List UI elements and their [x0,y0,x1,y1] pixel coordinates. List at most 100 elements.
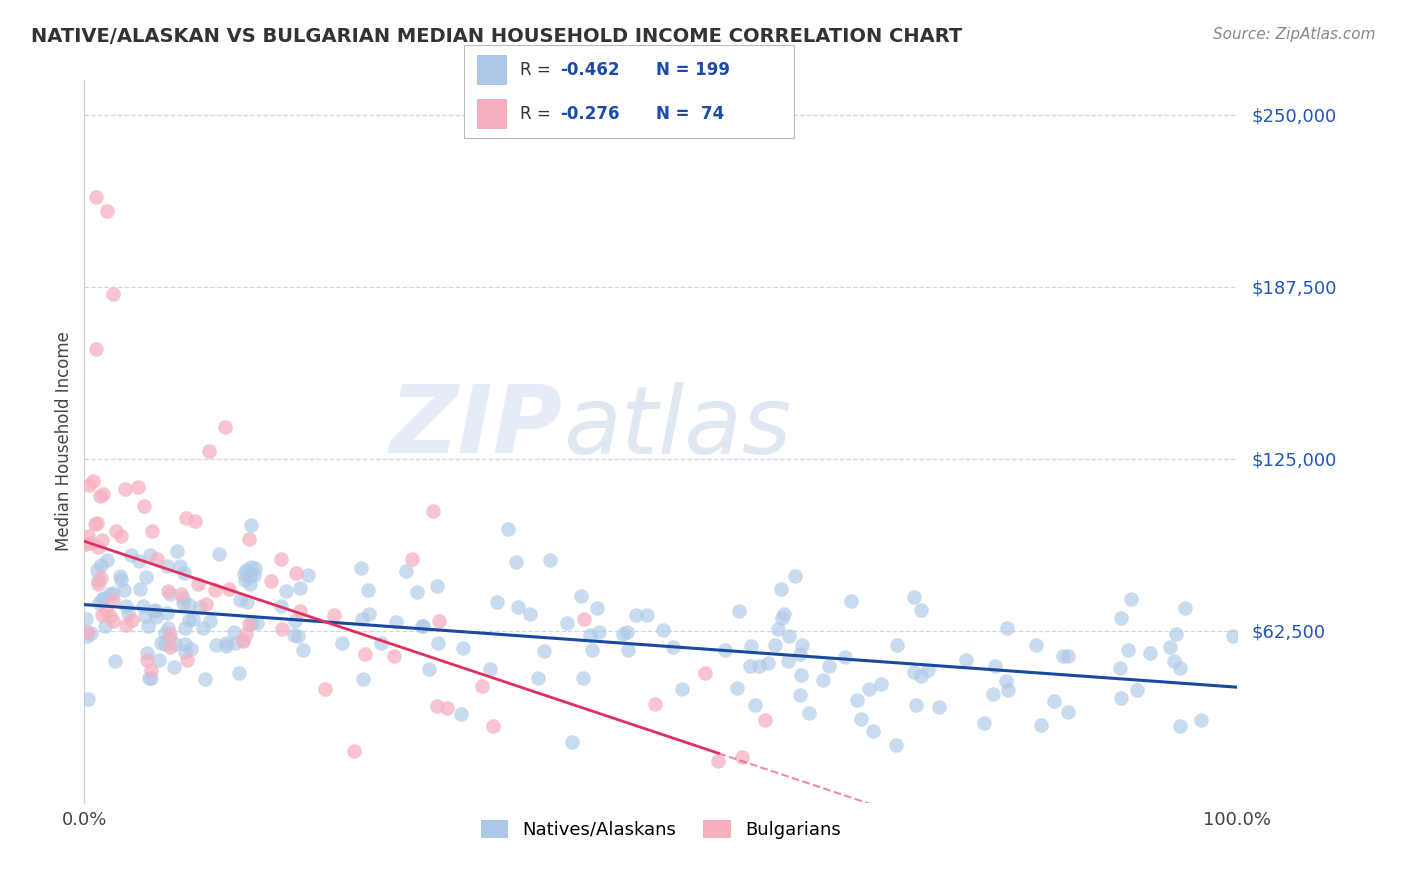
Point [89,489,111,503]
Point [139,548,162,562]
Point [778,629,800,643]
Point [77,691,100,706]
Point [418,662,440,676]
Point [163,637,186,651]
Point [86,516,108,530]
Point [789,647,811,661]
Y-axis label: Median Household Income: Median Household Income [55,332,73,551]
Point [188,599,211,614]
Point [157,631,180,645]
Point [713,642,735,657]
Point [790,667,813,681]
Text: R =: R = [520,61,557,78]
Point [232,634,254,648]
Point [240,517,263,532]
Point [1163,654,1185,668]
Point [96,204,118,219]
Point [903,665,925,680]
Point [370,636,392,650]
Point [174,621,197,635]
Point [636,607,658,622]
Point [768,623,790,637]
Point [384,615,406,630]
Point [238,533,260,547]
Point [1116,643,1139,657]
Point [352,673,374,687]
Point [135,646,157,660]
Point [1222,629,1244,643]
Point [1189,713,1212,727]
Point [571,590,593,604]
Point [205,638,228,652]
Point [84,342,107,356]
Point [198,444,221,458]
Point [790,639,813,653]
Point [87,573,110,587]
Point [773,607,796,621]
Point [763,638,786,652]
Point [101,592,124,607]
Point [581,643,603,657]
Point [382,648,405,663]
Point [143,604,166,618]
Point [79,536,101,550]
Point [799,706,821,720]
Point [662,640,685,655]
Text: atlas: atlas [562,382,792,473]
Point [228,665,250,680]
Point [862,724,884,739]
Point [910,602,932,616]
Point [287,629,309,643]
Point [198,614,221,628]
Point [274,584,297,599]
Point [87,596,110,610]
Point [651,623,673,637]
Point [139,663,162,677]
Point [82,475,104,489]
Point [995,673,1018,688]
Point [426,579,449,593]
Point [245,561,267,575]
Point [1043,694,1066,708]
Point [180,641,202,656]
Point [284,614,307,628]
Point [612,627,634,641]
Point [728,604,751,618]
Text: N = 199: N = 199 [655,61,730,78]
Point [183,612,205,626]
Point [76,624,98,639]
Point [533,644,555,658]
Point [134,609,156,624]
Point [141,524,163,538]
Point [77,529,100,543]
Point [90,571,112,585]
Point [585,600,607,615]
Point [159,627,181,641]
Point [579,628,602,642]
Point [343,744,366,758]
Point [108,568,131,582]
Point [903,590,925,604]
Point [270,599,292,614]
Point [104,654,127,668]
Point [839,594,862,608]
Point [159,587,181,601]
Point [770,610,793,624]
Point [215,636,238,650]
Point [395,564,418,578]
Point [103,286,124,301]
Point [451,641,474,656]
Point [246,616,269,631]
Point [153,626,176,640]
Text: -0.462: -0.462 [560,61,619,78]
Point [479,662,502,676]
Point [156,583,179,598]
Point [172,596,194,610]
Point [359,607,381,621]
Point [208,547,231,561]
Point [426,698,449,713]
Point [813,673,835,687]
Point [526,671,548,685]
Point [1056,705,1078,719]
Point [174,645,197,659]
